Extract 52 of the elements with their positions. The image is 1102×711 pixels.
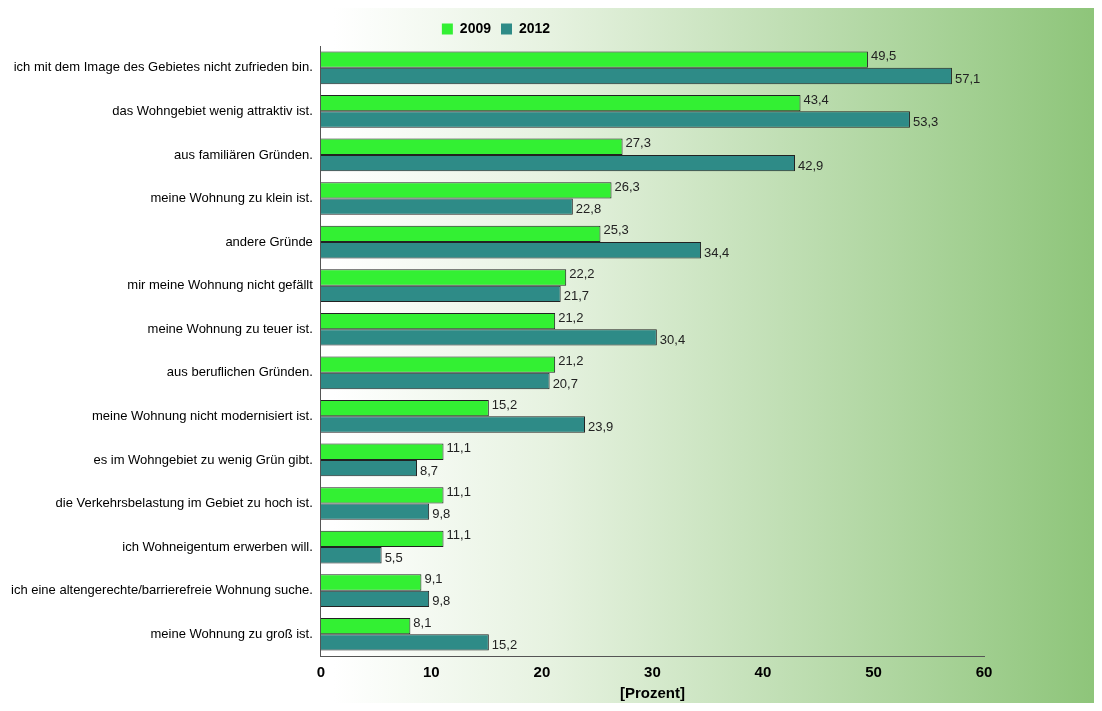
data-label: 42,9 xyxy=(798,157,824,173)
y-tick-label: es im Wohngebiet zu wenig Grün gibt. xyxy=(93,451,313,467)
data-label: 30,4 xyxy=(659,331,686,347)
data-label: 26,3 xyxy=(614,178,640,194)
y-tick-label: die Verkehrsbelastung im Gebiet zu hoch ist. xyxy=(55,495,313,511)
data-label: 11,1 xyxy=(446,440,471,456)
y-tick-label: aus familiären Gründen. xyxy=(174,146,313,162)
legend-label: 2012 xyxy=(519,19,551,36)
x-tick-label: 50 xyxy=(865,663,882,681)
y-tick-label: das Wohngebiet wenig attraktiv ist. xyxy=(112,102,313,118)
data-label: 34,4 xyxy=(704,244,730,260)
data-label: 57,1 xyxy=(954,70,981,86)
y-tick-label: meine Wohnung zu teuer ist. xyxy=(147,320,313,336)
y-tick-label: meine Wohnung nicht modernisiert ist. xyxy=(91,407,313,423)
data-label: 5,5 xyxy=(384,549,403,565)
data-label: 8,7 xyxy=(420,462,439,478)
data-label: 8,1 xyxy=(413,614,432,630)
data-label: 9,1 xyxy=(424,571,443,587)
data-label: 20,7 xyxy=(552,375,578,391)
data-label: 15,2 xyxy=(491,636,518,652)
data-label: 11,1 xyxy=(446,483,471,499)
data-label: 21,2 xyxy=(558,309,584,325)
data-label: 22,8 xyxy=(575,201,602,217)
data-label: 9,8 xyxy=(432,506,451,522)
x-tick-label: 40 xyxy=(754,663,772,681)
x-axis-title: [Prozent] xyxy=(619,684,685,702)
y-tick-label: meine Wohnung zu groß ist. xyxy=(150,625,313,641)
y-tick-label: ich Wohneigentum erwerben will. xyxy=(122,538,313,554)
x-tick-label: 0 xyxy=(316,663,326,681)
y-tick-label: andere Gründe xyxy=(225,233,313,249)
x-tick-label: 20 xyxy=(533,663,551,681)
y-tick-label: aus beruflichen Gründen. xyxy=(166,364,313,380)
data-label: 43,4 xyxy=(803,91,829,107)
data-label: 49,5 xyxy=(870,48,897,64)
legend-label: 2009 xyxy=(459,19,492,36)
data-label: 21,2 xyxy=(558,353,584,369)
data-label: 53,3 xyxy=(912,114,939,130)
y-tick-label: ich eine altengerechte/barrierefreie Wohnung suche. xyxy=(10,582,313,598)
data-label: 15,2 xyxy=(491,396,518,412)
x-tick-label: 60 xyxy=(975,663,993,681)
x-tick-label: 10 xyxy=(423,663,440,681)
y-tick-label: meine Wohnung zu klein ist. xyxy=(150,190,313,206)
data-label: 22,2 xyxy=(569,266,595,282)
data-label: 23,9 xyxy=(588,419,614,435)
data-label: 21,7 xyxy=(563,288,589,304)
y-tick-label: ich mit dem Image des Gebietes nicht zufrieden bin. xyxy=(13,59,313,75)
x-tick-label: 30 xyxy=(644,663,661,681)
data-label: 25,3 xyxy=(603,222,629,238)
data-label: 9,8 xyxy=(432,593,451,609)
data-label: 11,1 xyxy=(446,527,471,543)
y-tick-label: mir meine Wohnung nicht gefällt xyxy=(127,277,314,293)
data-label: 27,3 xyxy=(625,135,651,151)
